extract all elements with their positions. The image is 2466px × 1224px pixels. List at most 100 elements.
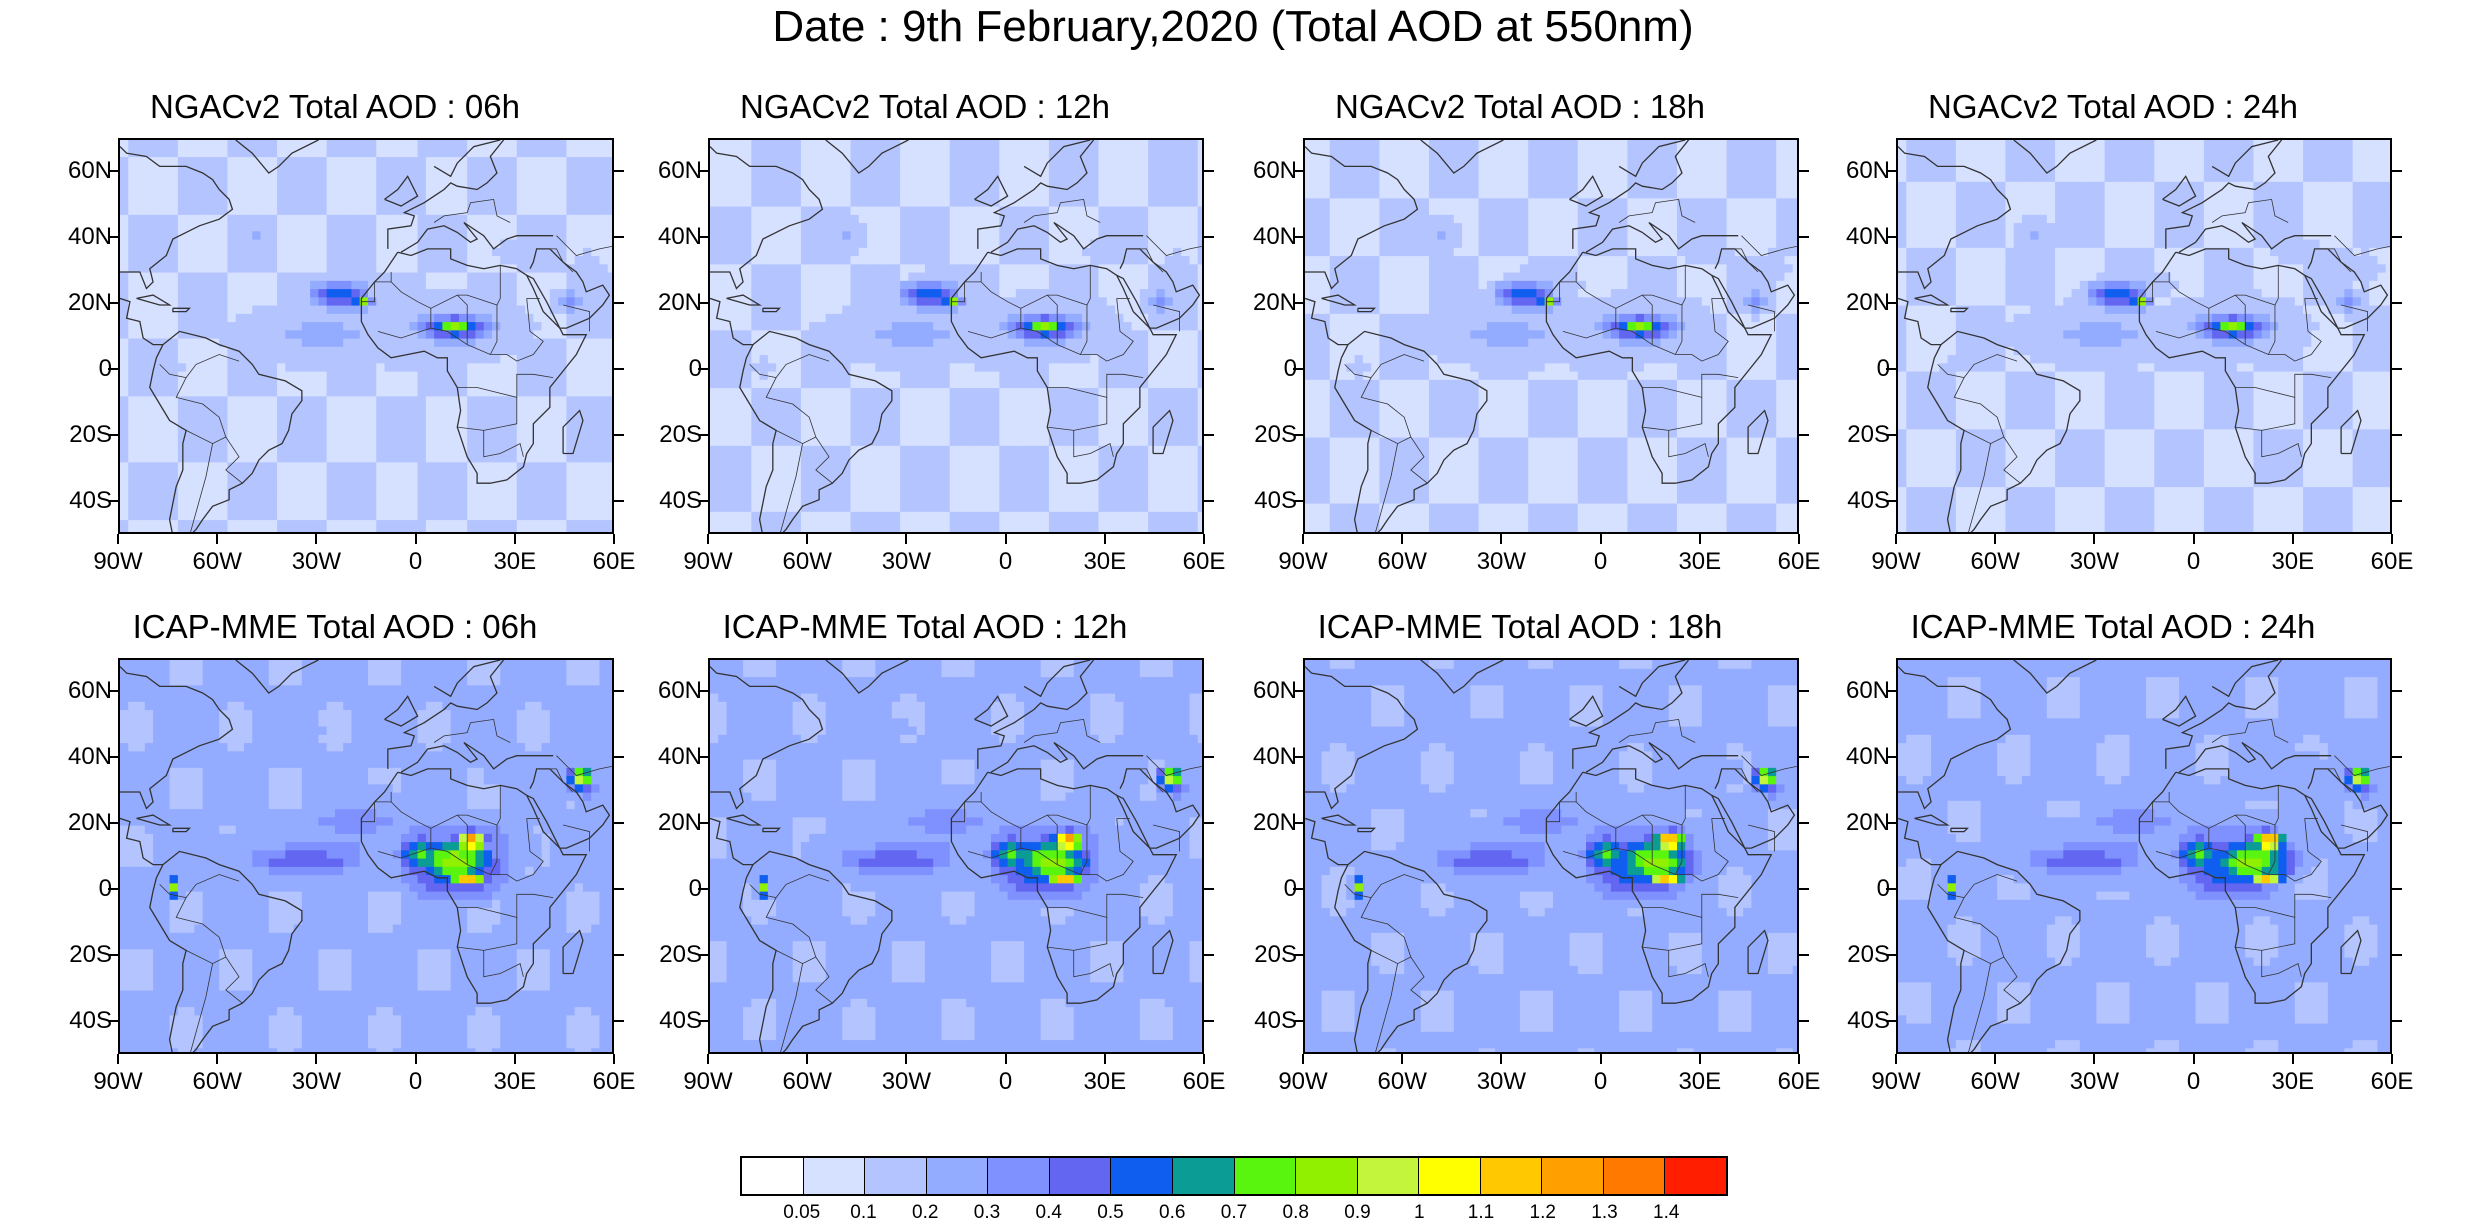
tick-mark (1699, 1054, 1701, 1064)
colorbar-box (1665, 1158, 1726, 1194)
lat-tick-label: 20N (1800, 289, 1890, 317)
lat-tick-label: 60N (22, 677, 112, 705)
tick-mark (905, 534, 907, 544)
lat-tick-label: 60N (1800, 677, 1890, 705)
tick-mark (1886, 302, 1896, 304)
tick-mark (2392, 236, 2402, 238)
lon-tick-label: 30E (1065, 1068, 1145, 1096)
tick-mark (1293, 888, 1303, 890)
lat-tick-label: 60N (612, 677, 702, 705)
tick-mark (216, 1054, 218, 1064)
tick-mark (1293, 170, 1303, 172)
panel-title: ICAP-MME Total AOD : 06h (70, 608, 600, 646)
lon-tick-label: 60E (1164, 1068, 1244, 1096)
tick-mark (514, 534, 516, 544)
lat-tick-label: 40S (1207, 1007, 1297, 1035)
lat-tick-label: 0 (1207, 875, 1297, 903)
map-frame (708, 138, 1204, 534)
lon-tick-label: 30W (1461, 1068, 1541, 1096)
lon-tick-label: 60E (1759, 1068, 1839, 1096)
lat-tick-label: 60N (1207, 677, 1297, 705)
tick-mark (2093, 1054, 2095, 1064)
lon-tick-label: 0 (966, 1068, 1046, 1096)
lon-tick-label: 30W (866, 1068, 946, 1096)
tick-mark (698, 302, 708, 304)
tick-mark (1600, 534, 1602, 544)
lat-tick-label: 60N (612, 157, 702, 185)
tick-mark (1994, 534, 1996, 544)
lon-tick-label: 90W (1263, 548, 1343, 576)
tick-mark (2292, 534, 2294, 544)
lon-tick-label: 60W (1955, 1068, 2035, 1096)
lon-tick-label: 0 (1561, 1068, 1641, 1096)
lon-tick-label: 90W (668, 1068, 748, 1096)
tick-mark (117, 1054, 119, 1064)
tick-mark (1895, 1054, 1897, 1064)
tick-mark (1104, 1054, 1106, 1064)
lat-tick-label: 20S (612, 941, 702, 969)
panel-title: NGACv2 Total AOD : 12h (660, 88, 1190, 126)
tick-mark (117, 534, 119, 544)
tick-mark (1886, 756, 1896, 758)
tick-mark (1886, 500, 1896, 502)
tick-mark (1005, 534, 1007, 544)
tick-mark (698, 756, 708, 758)
lat-tick-label: 40N (1800, 223, 1890, 251)
tick-mark (698, 1020, 708, 1022)
tick-mark (2392, 822, 2402, 824)
tick-mark (1699, 534, 1701, 544)
colorbar-box (1542, 1158, 1604, 1194)
colorbar-label: 0.6 (1142, 1202, 1202, 1224)
tick-mark (216, 534, 218, 544)
lon-tick-label: 30W (1461, 548, 1541, 576)
lat-tick-label: 40S (22, 487, 112, 515)
lon-tick-label: 30W (866, 548, 946, 576)
lat-tick-label: 20S (612, 421, 702, 449)
lat-tick-label: 20S (22, 941, 112, 969)
tick-mark (108, 690, 118, 692)
tick-mark (1293, 302, 1303, 304)
lon-tick-label: 30E (2253, 548, 2333, 576)
colorbar-box (1235, 1158, 1297, 1194)
tick-mark (415, 534, 417, 544)
lat-tick-label: 40N (22, 223, 112, 251)
lat-tick-label: 40S (612, 1007, 702, 1035)
tick-mark (1293, 756, 1303, 758)
lon-tick-label: 60E (2352, 1068, 2432, 1096)
lon-tick-label: 30E (1660, 548, 1740, 576)
lat-tick-label: 40S (1800, 487, 1890, 515)
lat-tick-label: 20N (22, 809, 112, 837)
lon-tick-label: 90W (1263, 1068, 1343, 1096)
tick-mark (108, 822, 118, 824)
lat-tick-label: 0 (1800, 875, 1890, 903)
lat-tick-label: 60N (1207, 157, 1297, 185)
tick-mark (1302, 1054, 1304, 1064)
tick-mark (1886, 434, 1896, 436)
aod-map (710, 660, 1204, 1054)
tick-mark (1886, 954, 1896, 956)
tick-mark (108, 756, 118, 758)
tick-mark (2391, 534, 2393, 544)
tick-mark (108, 170, 118, 172)
tick-mark (707, 534, 709, 544)
lon-tick-label: 30W (276, 548, 356, 576)
lat-tick-label: 40N (612, 743, 702, 771)
lat-tick-label: 0 (1800, 355, 1890, 383)
tick-mark (806, 1054, 808, 1064)
tick-mark (1005, 1054, 1007, 1064)
tick-mark (1293, 822, 1303, 824)
tick-mark (415, 1054, 417, 1064)
tick-mark (1798, 1054, 1800, 1064)
map-frame (1896, 138, 2392, 534)
lat-tick-label: 0 (22, 875, 112, 903)
colorbar-label: 0.8 (1266, 1202, 1326, 1224)
tick-mark (108, 236, 118, 238)
colorbar-box (1604, 1158, 1666, 1194)
lat-tick-label: 20N (612, 809, 702, 837)
tick-mark (2093, 534, 2095, 544)
tick-mark (698, 368, 708, 370)
lon-tick-label: 30E (2253, 1068, 2333, 1096)
tick-mark (806, 534, 808, 544)
